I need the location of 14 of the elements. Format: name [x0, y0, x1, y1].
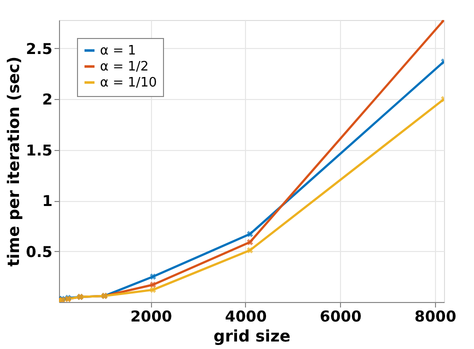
y-tick-label: 2.5	[26, 40, 52, 58]
legend-label: α = 1/10	[100, 76, 157, 90]
y-tick-label: 1.5	[26, 141, 52, 160]
y-axis-title: time per iteration (sec)	[4, 56, 23, 267]
y-tick-label: 0.5	[26, 242, 52, 261]
y-tick-label: 1	[42, 192, 52, 210]
x-tick-label: 2000	[130, 308, 172, 326]
x-tick-label: 8000	[414, 308, 456, 326]
x-axis-title: grid size	[213, 326, 291, 346]
legend-label: α = 1	[100, 44, 136, 58]
y-tick-label: 2	[42, 90, 52, 109]
legend-label: α = 1/2	[100, 60, 149, 74]
x-tick-label: 6000	[320, 308, 362, 326]
x-tick-label: 4000	[225, 308, 267, 326]
